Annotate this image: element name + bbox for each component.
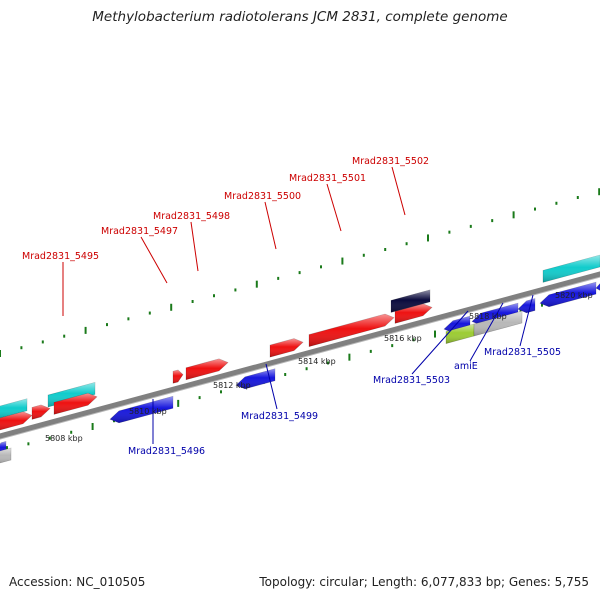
scale-label: 5818 kbp bbox=[469, 312, 507, 321]
forward-gene-arrow-shade bbox=[173, 369, 183, 384]
rna-feature-shade bbox=[543, 255, 600, 283]
pseudo-feature-shade bbox=[474, 311, 522, 337]
rna-feature-shade bbox=[48, 382, 95, 408]
leader-line bbox=[519, 294, 534, 347]
gene-features bbox=[0, 254, 600, 464]
scale-label: 5814 kbp bbox=[298, 357, 336, 366]
lower-gene-labels: Mrad2831_5496 Mrad2831_5499 Mrad2831_550… bbox=[128, 347, 561, 457]
leader-line bbox=[411, 310, 469, 375]
scale-label: 5812 kbp bbox=[213, 381, 251, 390]
forward-gene-arrow-shade bbox=[54, 393, 97, 415]
genome-backbone bbox=[0, 271, 600, 440]
dark-feature-shade bbox=[391, 289, 430, 313]
scale-label: 5808 kbp bbox=[45, 434, 83, 443]
gene-label[interactable]: Mrad2831_5505 bbox=[484, 347, 561, 358]
scale-label: 5820 kbp bbox=[555, 291, 593, 300]
forward-gene-arrow-shade bbox=[309, 314, 394, 347]
map-title: Methylobacterium radiotolerans JCM 2831,… bbox=[92, 9, 508, 25]
gene-label[interactable]: Mrad2831_5502 bbox=[352, 156, 429, 167]
gene-label[interactable]: Mrad2831_5500 bbox=[224, 191, 301, 202]
pseudo-feature-shade bbox=[0, 448, 11, 463]
scale-label: 5810 kbp bbox=[129, 407, 167, 416]
leader-line bbox=[391, 166, 406, 216]
reverse-gene-arrow-shade bbox=[596, 283, 600, 291]
gene-label[interactable]: Mrad2831_5503 bbox=[373, 375, 450, 386]
reverse-gene-arrow-shade bbox=[472, 303, 518, 326]
upper-tick-track bbox=[0, 188, 600, 357]
scale-labels: 5808 kbp 5810 kbp 5812 kbp 5814 kbp 5816… bbox=[45, 291, 593, 443]
reverse-gene-arrow-shade bbox=[540, 282, 596, 307]
label-leader-lines bbox=[62, 166, 534, 444]
reverse-gene-arrow-shade bbox=[236, 368, 275, 389]
forward-gene-arrow-shade bbox=[270, 338, 303, 358]
rna-feature-shade bbox=[0, 398, 27, 418]
leader-line bbox=[265, 363, 278, 410]
gene-label[interactable]: Mrad2831_5495 bbox=[22, 251, 99, 262]
forward-gene-arrow-shade bbox=[0, 411, 32, 430]
gene-label[interactable]: amiE bbox=[454, 361, 478, 372]
reverse-gene-arrow-shade bbox=[110, 396, 173, 423]
gene-label[interactable]: Mrad2831_5498 bbox=[153, 211, 230, 222]
leader-line bbox=[264, 201, 277, 250]
other-feature-shade bbox=[446, 324, 474, 344]
upper-gene-labels: Mrad2831_5495 Mrad2831_5497 Mrad2831_549… bbox=[22, 156, 429, 262]
gene-label[interactable]: Mrad2831_5497 bbox=[101, 226, 178, 237]
leader-line bbox=[140, 236, 168, 284]
gene-label[interactable]: Mrad2831_5501 bbox=[289, 173, 366, 184]
forward-gene-arrow-shade bbox=[395, 303, 432, 324]
backbone-line bbox=[0, 271, 600, 439]
leader-line bbox=[469, 302, 504, 362]
leader-line bbox=[326, 183, 342, 232]
accession-text: Accession: NC_010505 bbox=[9, 575, 146, 589]
gene-label[interactable]: Mrad2831_5499 bbox=[241, 411, 318, 422]
forward-gene-arrow-shade bbox=[186, 358, 228, 380]
forward-gene-arrow-shade bbox=[32, 404, 50, 420]
genome-summary: Topology: circular; Length: 6,077,833 bp… bbox=[259, 575, 589, 589]
scale-label: 5816 kbp bbox=[384, 334, 422, 343]
leader-line bbox=[190, 221, 199, 272]
gene-label[interactable]: Mrad2831_5496 bbox=[128, 446, 205, 457]
